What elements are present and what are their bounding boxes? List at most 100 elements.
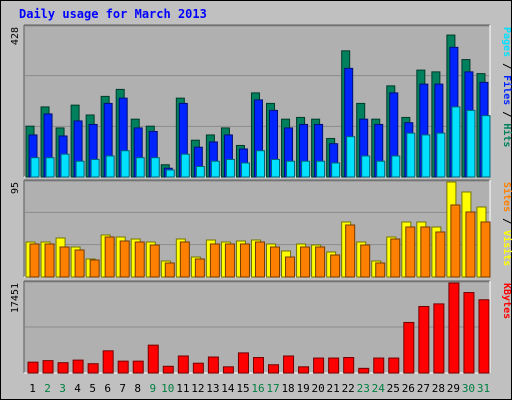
pages-bar	[180, 153, 190, 178]
pages-bar	[75, 160, 85, 178]
kbytes-bar	[448, 282, 460, 374]
x-tick-label: 27	[417, 382, 430, 395]
sites-bar	[74, 249, 85, 278]
kbytes-bar	[403, 321, 415, 374]
pages-bar	[436, 132, 446, 178]
x-tick-label: 3	[59, 382, 66, 395]
kbytes-bar	[373, 357, 385, 374]
x-tick-label: 2	[44, 382, 51, 395]
kbytes-bar	[418, 305, 430, 374]
legend-entry: KBytes	[501, 283, 512, 319]
y-max-label-middle: 95	[10, 182, 21, 194]
pages-bar	[60, 153, 70, 178]
kbytes-bar	[298, 366, 310, 374]
y-max-label-top: 428	[10, 27, 21, 45]
x-tick-label: 1	[29, 382, 36, 395]
pages-bar	[195, 165, 205, 178]
sites-bar	[254, 241, 265, 278]
kbytes-bar	[177, 355, 189, 374]
pages-bar	[135, 157, 145, 178]
x-tick-label: 23	[357, 382, 370, 395]
x-tick-label: 16	[251, 382, 264, 395]
pages-bar	[225, 158, 235, 178]
x-tick-label: 9	[149, 382, 156, 395]
kbytes-bar	[283, 355, 295, 374]
legend-entry: /	[501, 212, 512, 230]
legend-top: Pages / Files / Hits	[501, 27, 512, 147]
sites-bar	[104, 236, 115, 278]
sites-bar	[59, 246, 70, 278]
pages-bar	[346, 136, 356, 178]
x-tick-label: 28	[432, 382, 445, 395]
pages-bar	[286, 160, 296, 178]
sites-bar	[164, 262, 175, 278]
legend-entry: Sites	[501, 182, 512, 212]
kbytes-bar	[132, 360, 144, 374]
pages-bar	[316, 160, 326, 178]
legend-entry: Files	[501, 75, 512, 105]
pages-bar	[406, 132, 416, 178]
kbytes-bar	[328, 357, 340, 374]
kbytes-bar	[27, 361, 39, 374]
pages-bar	[421, 134, 431, 178]
pages-bar	[391, 155, 401, 178]
pages-bar	[255, 150, 265, 178]
x-tick-label: 31	[477, 382, 490, 395]
kbytes-bar	[388, 357, 400, 374]
kbytes-bar	[268, 364, 280, 374]
sites-bar	[435, 231, 446, 278]
sites-bar	[360, 244, 371, 278]
x-tick-label: 20	[312, 382, 325, 395]
kbytes-bar	[252, 357, 264, 374]
x-tick-label: 13	[206, 382, 219, 395]
y-max-label-bottom: 17451	[10, 283, 21, 313]
kbytes-bar	[102, 350, 114, 374]
sites-bar	[239, 243, 250, 278]
pages-bar	[120, 150, 130, 178]
pages-bar	[105, 155, 115, 178]
x-tick-label: 26	[402, 382, 415, 395]
sites-bar	[390, 238, 401, 278]
kbytes-bar	[42, 360, 54, 374]
sites-bar	[179, 241, 190, 278]
x-tick-label: 29	[447, 382, 460, 395]
kbytes-bar	[87, 363, 99, 374]
pages-bar	[90, 158, 100, 178]
sites-bar	[450, 204, 461, 278]
pages-bar	[45, 157, 55, 178]
pages-bar	[150, 157, 160, 178]
sites-bar	[149, 244, 160, 278]
x-tick-label: 25	[387, 382, 400, 395]
sites-bar	[315, 246, 326, 278]
x-tick-label: 19	[296, 382, 309, 395]
legend-entry: Visits	[501, 230, 512, 266]
sites-bar	[194, 258, 205, 278]
x-tick-label: 6	[104, 382, 111, 395]
kbytes-bar	[117, 360, 129, 374]
pages-bar	[271, 158, 281, 178]
x-tick-label: 30	[462, 382, 475, 395]
pages-bar	[165, 169, 175, 178]
sites-bar	[119, 240, 130, 278]
sites-bar	[270, 246, 281, 278]
sites-bar	[224, 243, 235, 278]
x-tick-label: 5	[89, 382, 96, 395]
sites-bar	[480, 221, 491, 278]
pages-bar	[481, 115, 491, 178]
sites-bar	[285, 256, 296, 278]
sites-bar	[134, 241, 145, 278]
pages-bar	[301, 160, 311, 178]
sites-bar	[29, 243, 40, 278]
kbytes-bar	[147, 344, 159, 374]
kbytes-bar	[237, 352, 249, 374]
sites-bar	[420, 226, 431, 278]
x-tick-label: 21	[327, 382, 340, 395]
pages-bar	[466, 109, 476, 178]
pages-bar	[30, 157, 40, 178]
x-tick-label: 17	[266, 382, 279, 395]
pages-bar	[210, 160, 220, 178]
x-tick-label: 22	[342, 382, 355, 395]
kbytes-bar	[313, 357, 325, 374]
pages-bar	[376, 160, 386, 178]
